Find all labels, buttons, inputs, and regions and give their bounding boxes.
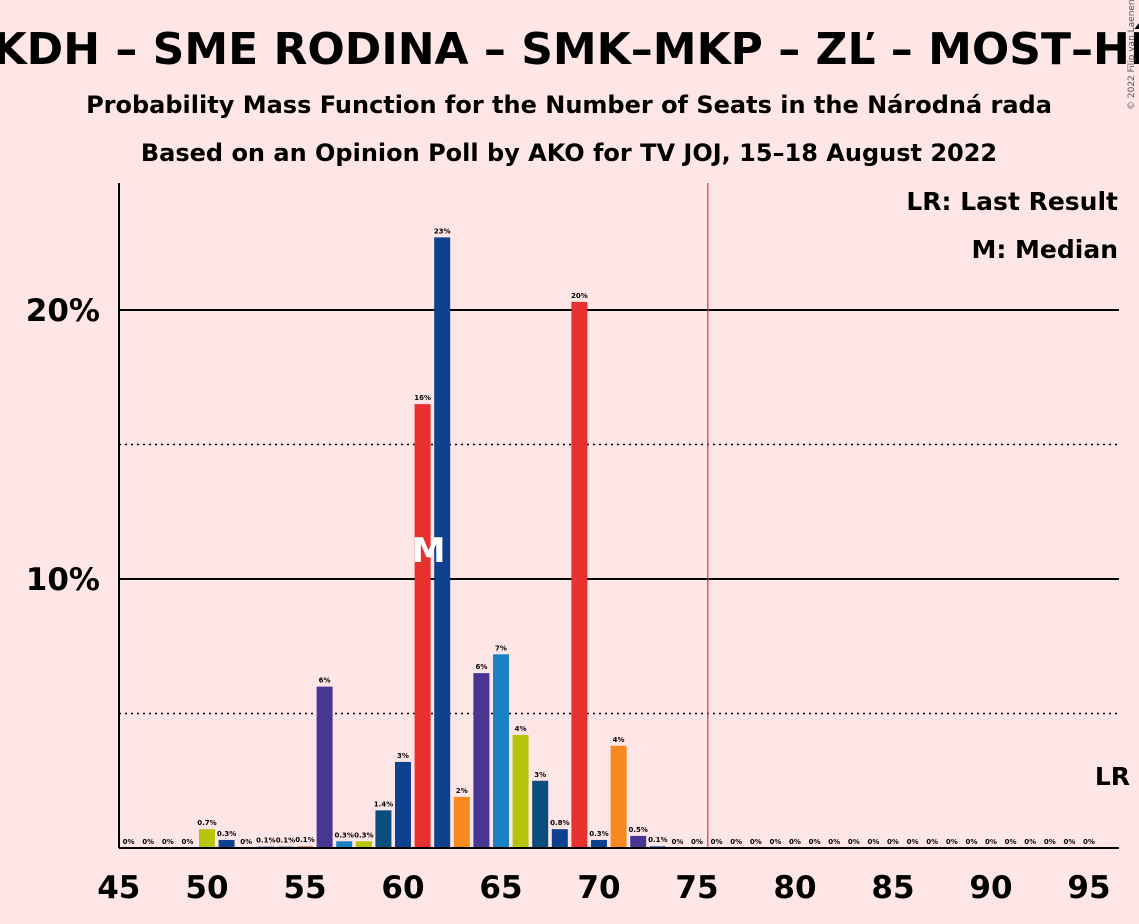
bar-seat-64: [473, 673, 490, 848]
bar-label-seat-54: 0.1%: [276, 837, 295, 845]
bar-seat-71: [610, 745, 627, 848]
bar-label-seat-76: 0%: [711, 838, 723, 846]
bar-seat-72: [630, 835, 647, 848]
bar-label-seat-87: 0%: [926, 838, 938, 846]
bar-label-seat-61: 16%: [414, 394, 431, 402]
bar-seat-61: [414, 404, 431, 848]
bar-seat-50: [199, 829, 215, 848]
bar-seat-59: [375, 810, 392, 848]
bar-label-seat-55: 0.1%: [295, 836, 314, 844]
bar-label-seat-83: 0%: [848, 838, 860, 846]
bar-label-seat-51: 0.3%: [217, 830, 236, 838]
x-tick-label-50: 50: [185, 870, 228, 906]
chart-title: – KDH – SME RODINA – SMK–MKP – ZĽ – MOST…: [0, 22, 1139, 75]
bar-label-seat-80: 0%: [789, 838, 801, 846]
bar-seat-67: [532, 780, 549, 848]
bar-label-seat-92: 0%: [1024, 838, 1036, 846]
bar-label-seat-94: 0%: [1063, 838, 1075, 846]
last-result-marker-label: LR: [1095, 762, 1130, 791]
x-tick-label-60: 60: [381, 870, 424, 906]
x-tick-label-80: 80: [773, 870, 816, 906]
bar-label-seat-63: 2%: [456, 787, 468, 795]
bar-label-seat-60: 3%: [397, 752, 409, 760]
bar-seat-63: [453, 796, 470, 848]
y-tick-label: 10%: [26, 562, 100, 598]
gridlines: [119, 183, 1119, 848]
bar-label-seat-90: 0%: [985, 838, 997, 846]
bar-label-seat-57: 0.3%: [334, 831, 353, 839]
axes: 10% 20% 45 50 55 60 65 70 75 80 85 90 95: [26, 183, 1119, 906]
bar-label-seat-74: 0%: [671, 838, 683, 846]
bar-label-seat-46: 0%: [123, 838, 135, 846]
x-tick-label-95: 95: [1067, 870, 1110, 906]
bar-label-seat-93: 0%: [1044, 838, 1056, 846]
bar-label-seat-48: 0%: [162, 838, 174, 846]
bar-label-seat-64: 6%: [475, 663, 487, 671]
bar-label-seat-85: 0%: [887, 838, 899, 846]
bar-seat-58: [355, 841, 372, 848]
bar-label-seat-79: 0%: [769, 838, 781, 846]
bar-seat-56: [316, 686, 333, 848]
bar-seat-51: [218, 839, 235, 848]
bar-label-seat-73: 0.1%: [648, 836, 667, 844]
bar-seat-60: [395, 761, 411, 848]
legend-last-result: LR: Last Result: [906, 187, 1118, 216]
bar-label-seat-53: 0.1%: [256, 837, 275, 845]
bar-seat-66: [512, 735, 529, 848]
bar-label-seat-66: 4%: [515, 725, 527, 733]
bar-seat-68: [551, 829, 568, 848]
bar-label-seat-50: 0.7%: [197, 819, 216, 827]
bar-seat-70: [591, 839, 607, 848]
bar-label-seat-77: 0%: [730, 838, 742, 846]
bar-seat-65: [493, 654, 509, 848]
bar-label-seat-81: 0%: [809, 838, 821, 846]
x-tick-label-90: 90: [969, 870, 1012, 906]
bar-seat-57: [336, 841, 353, 848]
bar-label-seat-70: 0.3%: [589, 830, 608, 838]
bar-label-seat-56: 6%: [319, 677, 331, 685]
bar-label-seat-47: 0%: [142, 838, 154, 846]
copyright-note: © 2022 Filip van Laenen: [1127, 0, 1137, 110]
bar-label-seat-65: 7%: [495, 644, 507, 652]
x-tick-label-65: 65: [479, 870, 522, 906]
bar-label-seat-58: 0.3%: [354, 831, 373, 839]
x-tick-label-75: 75: [675, 870, 718, 906]
x-tick-label-55: 55: [283, 870, 326, 906]
legend-median: M: Median: [971, 235, 1118, 264]
bar-label-seat-68: 0.8%: [550, 819, 569, 827]
chart-subtitle-2: Based on an Opinion Poll by AKO for TV J…: [141, 139, 997, 167]
bars-group: 0% 0% 0% 0%0.7%0.3%0% 0.1% 0.1% 0.1%6%0.3% 0.3%…: [123, 227, 1095, 848]
bar-seat-69: [571, 301, 588, 848]
bar-label-seat-82: 0%: [828, 838, 840, 846]
x-tick-label-45: 45: [97, 870, 140, 906]
bar-label-seat-75: 0%: [691, 838, 703, 846]
bar-label-seat-95: 0%: [1083, 838, 1095, 846]
x-tick-label-85: 85: [871, 870, 914, 906]
y-tick-label: 20%: [26, 293, 100, 329]
bar-seat-62: [434, 237, 451, 848]
chart-subtitle-1: Probability Mass Function for the Number…: [86, 91, 1052, 119]
bar-label-seat-52: 0%: [240, 838, 252, 846]
bar-label-seat-91: 0%: [1005, 838, 1017, 846]
bar-label-seat-49: 0%: [181, 838, 193, 846]
bar-label-seat-89: 0%: [965, 838, 977, 846]
bar-label-seat-78: 0%: [750, 838, 762, 846]
x-tick-label-70: 70: [577, 870, 620, 906]
bar-label-seat-86: 0%: [907, 838, 919, 846]
bar-label-seat-59: 1.4%: [374, 800, 393, 808]
bar-label-seat-72: 0.5%: [628, 826, 647, 834]
bar-label-seat-88: 0%: [946, 838, 958, 846]
bar-label-seat-67: 3%: [534, 771, 546, 779]
bar-label-seat-84: 0%: [867, 838, 879, 846]
bar-label-seat-71: 4%: [613, 736, 625, 744]
bar-label-seat-62: 23%: [434, 227, 451, 235]
bar-label-seat-69: 20%: [571, 292, 588, 300]
median-marker: M: [412, 531, 446, 571]
